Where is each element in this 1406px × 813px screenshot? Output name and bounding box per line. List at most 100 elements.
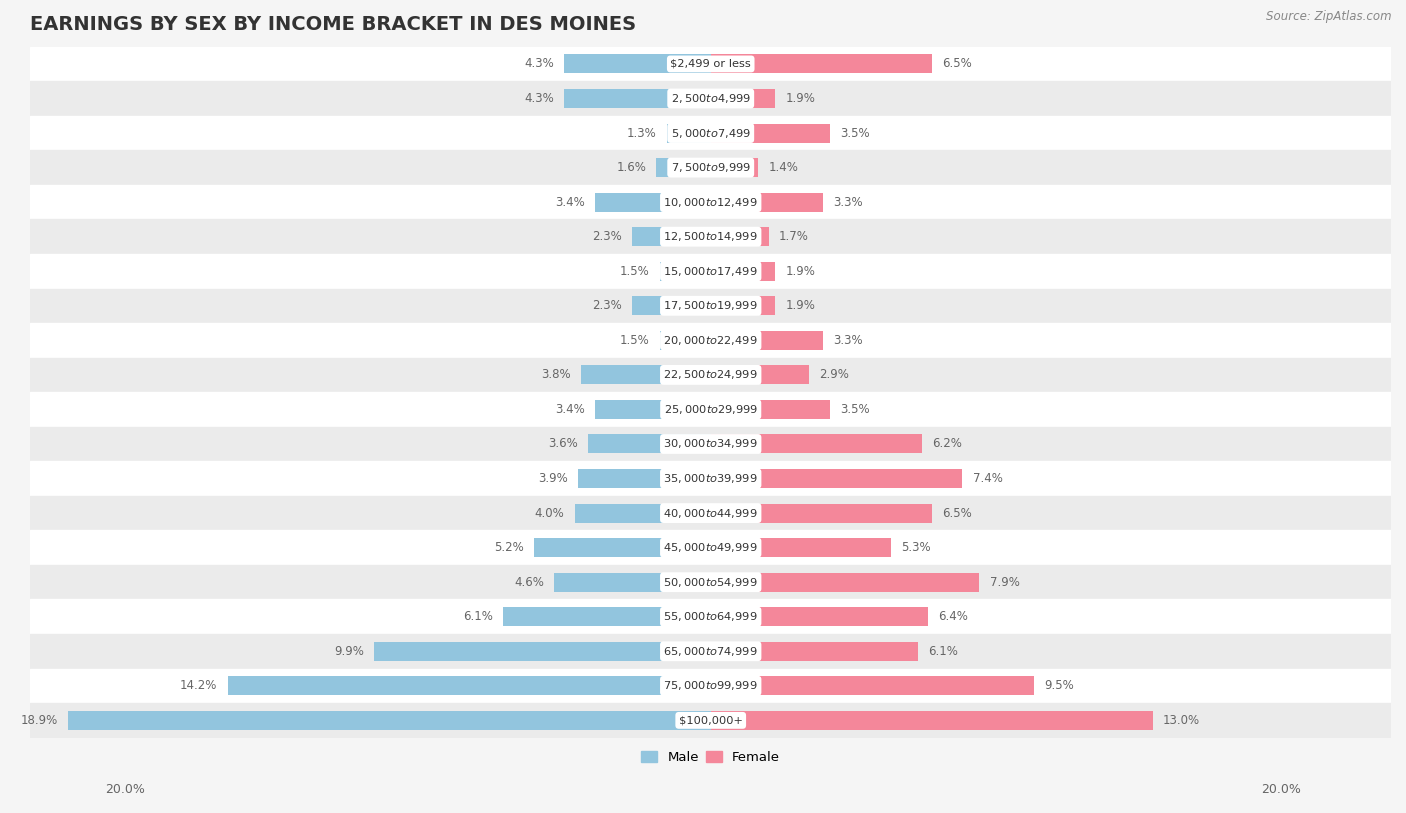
- Bar: [710, 607, 928, 626]
- Bar: [710, 158, 758, 177]
- Text: 7.9%: 7.9%: [990, 576, 1019, 589]
- Bar: [710, 641, 918, 661]
- Text: 3.4%: 3.4%: [555, 196, 585, 209]
- Text: 3.4%: 3.4%: [555, 403, 585, 416]
- Bar: [31, 530, 1391, 565]
- Bar: [710, 124, 830, 142]
- Bar: [31, 565, 1391, 599]
- Text: $65,000 to $74,999: $65,000 to $74,999: [664, 645, 758, 658]
- Text: $2,500 to $4,999: $2,500 to $4,999: [671, 92, 751, 105]
- Text: 3.5%: 3.5%: [839, 127, 869, 140]
- Bar: [633, 296, 710, 315]
- Text: 4.0%: 4.0%: [534, 506, 564, 520]
- Bar: [554, 572, 710, 592]
- Bar: [710, 503, 932, 523]
- Bar: [31, 289, 1391, 323]
- Bar: [710, 54, 932, 73]
- Text: 2.3%: 2.3%: [592, 230, 623, 243]
- Text: 9.5%: 9.5%: [1045, 680, 1074, 693]
- Text: 1.5%: 1.5%: [620, 334, 650, 347]
- Bar: [710, 676, 1033, 695]
- Text: 3.5%: 3.5%: [839, 403, 869, 416]
- Text: 4.6%: 4.6%: [515, 576, 544, 589]
- Text: 6.4%: 6.4%: [939, 611, 969, 624]
- Text: $17,500 to $19,999: $17,500 to $19,999: [664, 299, 758, 312]
- Bar: [710, 193, 823, 211]
- Bar: [31, 634, 1391, 668]
- Bar: [710, 296, 775, 315]
- Bar: [564, 54, 710, 73]
- Bar: [31, 358, 1391, 392]
- Text: $10,000 to $12,499: $10,000 to $12,499: [664, 196, 758, 209]
- Text: $5,000 to $7,499: $5,000 to $7,499: [671, 127, 751, 140]
- Bar: [31, 46, 1391, 81]
- Bar: [710, 538, 891, 557]
- Bar: [710, 469, 963, 488]
- Text: 14.2%: 14.2%: [180, 680, 218, 693]
- Text: $2,499 or less: $2,499 or less: [671, 59, 751, 69]
- Bar: [710, 434, 921, 454]
- Bar: [31, 115, 1391, 150]
- Bar: [710, 572, 980, 592]
- Bar: [31, 185, 1391, 220]
- Bar: [564, 89, 710, 108]
- Bar: [710, 365, 810, 385]
- Text: 4.3%: 4.3%: [524, 92, 554, 105]
- Bar: [633, 227, 710, 246]
- Text: 18.9%: 18.9%: [21, 714, 58, 727]
- Bar: [503, 607, 710, 626]
- Bar: [657, 158, 710, 177]
- Bar: [588, 434, 710, 454]
- Bar: [31, 150, 1391, 185]
- Text: $45,000 to $49,999: $45,000 to $49,999: [664, 541, 758, 554]
- Bar: [31, 392, 1391, 427]
- Bar: [582, 365, 710, 385]
- Text: $100,000+: $100,000+: [679, 715, 742, 725]
- Bar: [31, 668, 1391, 703]
- Text: 1.4%: 1.4%: [769, 161, 799, 174]
- Legend: Male, Female: Male, Female: [636, 746, 786, 769]
- Bar: [31, 81, 1391, 115]
- Bar: [31, 461, 1391, 496]
- Text: 1.9%: 1.9%: [786, 265, 815, 278]
- Text: 1.9%: 1.9%: [786, 92, 815, 105]
- Bar: [595, 193, 710, 211]
- Text: $50,000 to $54,999: $50,000 to $54,999: [664, 576, 758, 589]
- Text: 6.1%: 6.1%: [463, 611, 494, 624]
- Text: $12,500 to $14,999: $12,500 to $14,999: [664, 230, 758, 243]
- Bar: [659, 331, 710, 350]
- Bar: [31, 254, 1391, 289]
- Bar: [710, 89, 775, 108]
- Text: 6.2%: 6.2%: [932, 437, 962, 450]
- Text: 5.2%: 5.2%: [494, 541, 523, 554]
- Bar: [228, 676, 710, 695]
- Bar: [534, 538, 710, 557]
- Text: 5.3%: 5.3%: [901, 541, 931, 554]
- Bar: [710, 711, 1153, 730]
- Text: 1.9%: 1.9%: [786, 299, 815, 312]
- Text: 4.3%: 4.3%: [524, 58, 554, 71]
- Text: Source: ZipAtlas.com: Source: ZipAtlas.com: [1267, 11, 1392, 24]
- Text: 1.6%: 1.6%: [616, 161, 647, 174]
- Text: 1.3%: 1.3%: [627, 127, 657, 140]
- Text: 3.6%: 3.6%: [548, 437, 578, 450]
- Text: 20.0%: 20.0%: [105, 783, 145, 796]
- Text: 1.7%: 1.7%: [779, 230, 808, 243]
- Text: 3.3%: 3.3%: [834, 334, 863, 347]
- Text: 3.3%: 3.3%: [834, 196, 863, 209]
- Text: $7,500 to $9,999: $7,500 to $9,999: [671, 161, 751, 174]
- Bar: [659, 262, 710, 280]
- Text: $55,000 to $64,999: $55,000 to $64,999: [664, 611, 758, 624]
- Text: 20.0%: 20.0%: [1261, 783, 1301, 796]
- Text: 3.8%: 3.8%: [541, 368, 571, 381]
- Text: $30,000 to $34,999: $30,000 to $34,999: [664, 437, 758, 450]
- Bar: [575, 503, 710, 523]
- Text: 2.3%: 2.3%: [592, 299, 623, 312]
- Text: 6.1%: 6.1%: [928, 645, 959, 658]
- Text: $40,000 to $44,999: $40,000 to $44,999: [664, 506, 758, 520]
- Text: 6.5%: 6.5%: [942, 506, 972, 520]
- Bar: [67, 711, 710, 730]
- Bar: [31, 323, 1391, 358]
- Bar: [31, 427, 1391, 461]
- Bar: [666, 124, 710, 142]
